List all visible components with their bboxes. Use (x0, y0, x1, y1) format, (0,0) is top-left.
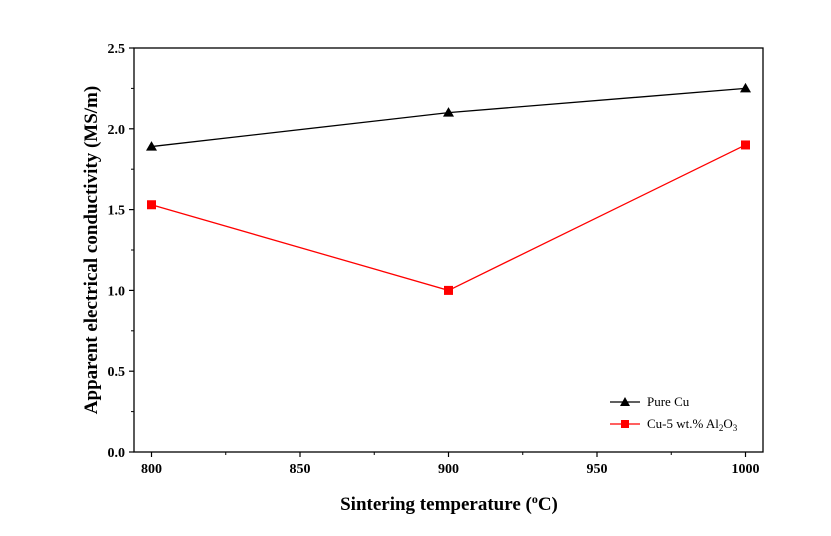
series-line-1 (151, 144, 746, 292)
series-layer (146, 82, 751, 295)
legend-label-cu-al2o3: Cu-5 wt.% Al2O3 (647, 416, 738, 433)
legend-label-pure-cu: Pure Cu (647, 394, 690, 409)
axis-ticks: 800 850 900 950 1000 0.0 0.5 1.0 1.5 2.0 2.5 (108, 42, 760, 477)
x-tick-label: 950 (587, 462, 608, 477)
x-axis-title: Sintering temperature (oC) (340, 492, 558, 515)
data-point-triangle (146, 141, 157, 151)
y-tick-label: 1.0 (108, 284, 126, 299)
x-tick-label: 1000 (732, 462, 760, 477)
legend-marker-pure-cu (620, 397, 630, 406)
data-point-triangle (443, 107, 454, 117)
x-tick-label: 900 (438, 462, 459, 477)
data-point-triangle (740, 82, 751, 93)
data-point-square (741, 140, 750, 150)
y-tick-label: 0.0 (108, 446, 126, 461)
x-tick-label: 800 (141, 462, 162, 477)
legend: Pure Cu Cu-5 wt.% Al2O3 (610, 394, 738, 433)
series-line-0 (151, 87, 746, 148)
y-axis-title: Apparent electrical conductivity (MS/m) (81, 86, 102, 414)
x-tick-label: 850 (290, 462, 311, 477)
y-tick-label: 2.0 (108, 123, 126, 138)
y-tick-label: 1.5 (108, 204, 126, 219)
data-point-square (147, 200, 156, 210)
y-tick-label: 2.5 (108, 42, 126, 57)
data-point-square (444, 285, 453, 295)
legend-marker-cu-al2o3 (621, 420, 629, 428)
y-tick-label: 0.5 (108, 365, 126, 380)
